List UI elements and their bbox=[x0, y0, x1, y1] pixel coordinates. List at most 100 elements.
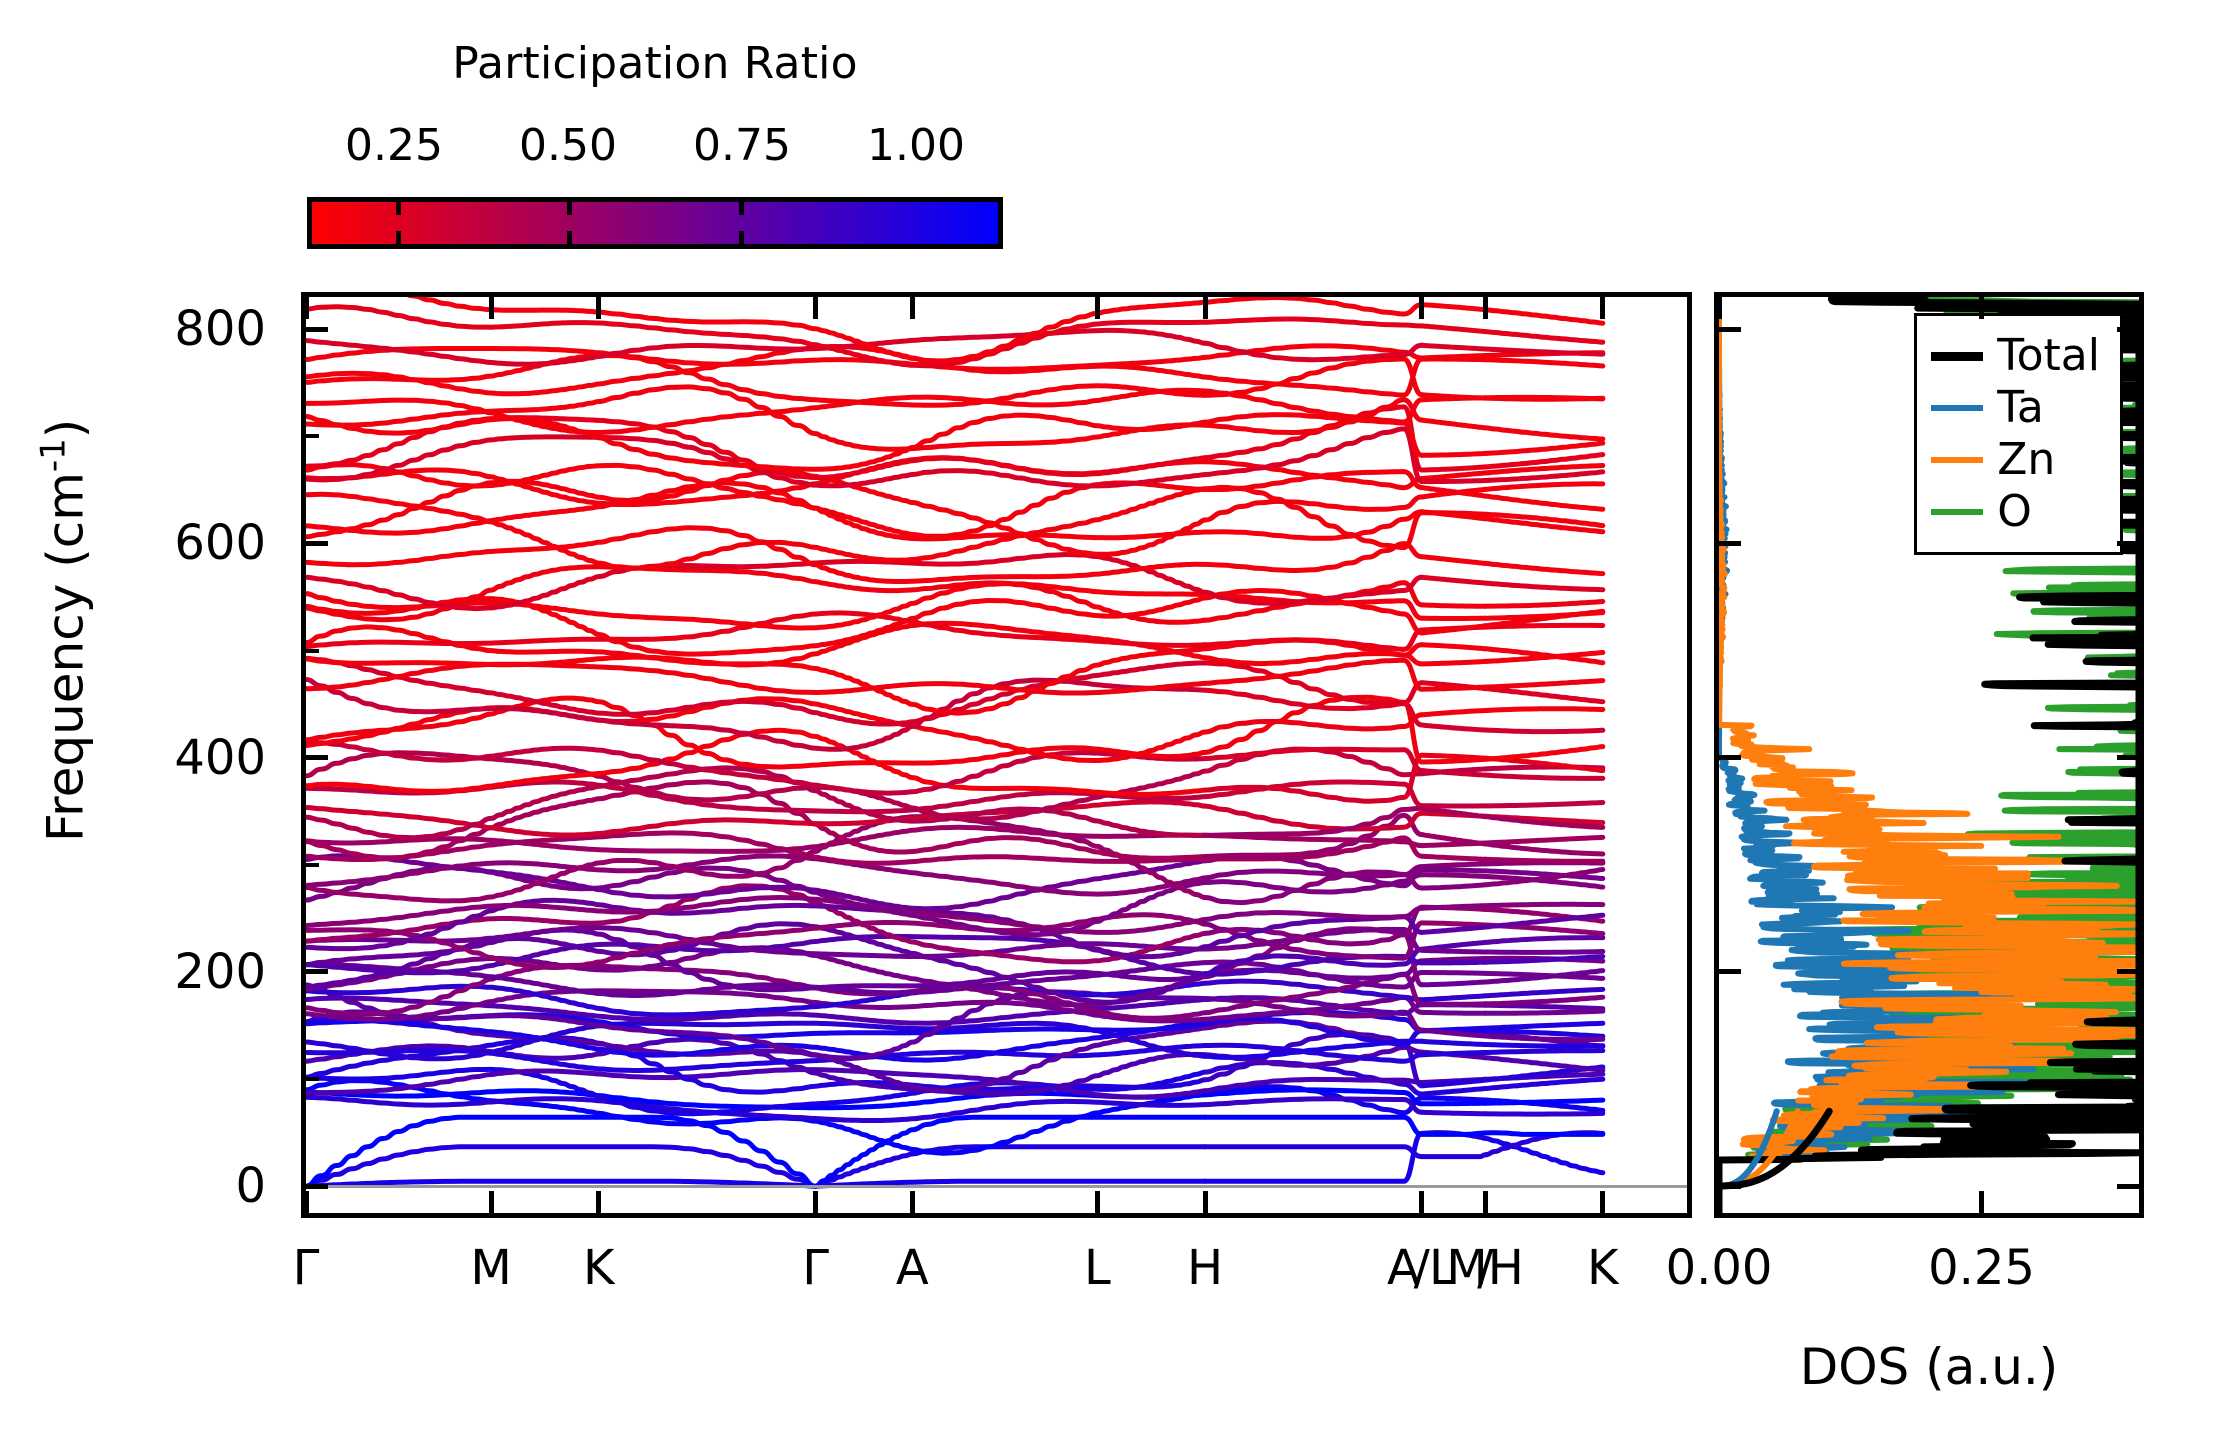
y-axis-tick-label: 200 bbox=[174, 943, 266, 1000]
phonon-branch bbox=[1202, 651, 1425, 667]
phonon-branch bbox=[1419, 722, 1488, 733]
phonon-branch bbox=[1419, 464, 1488, 473]
colorbar-title: Participation Ratio bbox=[452, 38, 858, 89]
phonon-branch bbox=[1419, 485, 1488, 499]
phonon-branch bbox=[306, 525, 1208, 584]
colorbar-tick bbox=[567, 231, 573, 244]
dos-plot-area: Total Ta Zn O bbox=[1714, 292, 2144, 1218]
phonon-branch bbox=[306, 813, 1208, 904]
phonon-branch bbox=[306, 581, 1208, 631]
phonon-branch bbox=[1202, 687, 1425, 728]
phonon-branch bbox=[1482, 935, 1606, 945]
colorbar-tick-labels: 0.25 0.50 0.75 1.00 bbox=[307, 120, 1003, 171]
dos-y-axis-tick bbox=[1719, 969, 1741, 975]
x-axis-tick bbox=[813, 297, 819, 319]
participation-ratio-colorbar bbox=[307, 197, 1003, 249]
phonon-branch bbox=[1202, 1087, 1425, 1107]
x-axis-tick bbox=[1600, 297, 1606, 319]
phonon-branch bbox=[1482, 1042, 1606, 1049]
phonon-branch bbox=[306, 1035, 1208, 1095]
phonon-branch bbox=[1482, 650, 1606, 664]
phonon-branch bbox=[306, 799, 1208, 838]
phonon-branch bbox=[1202, 1042, 1425, 1064]
dos-x-axis-tick-labels: 0.00 0.25 bbox=[1666, 1240, 2144, 1310]
y-axis-tick-label: 400 bbox=[174, 729, 266, 786]
phonon-branch bbox=[1202, 574, 1425, 606]
y-axis-minor-tick bbox=[306, 862, 319, 867]
x-axis-tick-label-5: L bbox=[1083, 1240, 1111, 1296]
x-axis-tick bbox=[1094, 297, 1100, 319]
phonon-branch bbox=[1202, 541, 1425, 573]
phonon-branch bbox=[1202, 509, 1425, 541]
legend-swatch-zn bbox=[1931, 457, 1984, 463]
phonon-branch bbox=[306, 677, 1208, 752]
dos-y-axis-tick bbox=[1719, 326, 1741, 332]
dos-y-axis-tick bbox=[1719, 540, 1741, 546]
dos-x-axis-title: DOS (a.u.) bbox=[1799, 1338, 2059, 1396]
phonon-branch bbox=[1202, 588, 1425, 636]
phonon-branch bbox=[1482, 727, 1606, 735]
phonon-branch bbox=[1419, 1050, 1488, 1058]
x-axis-tick-label-4: A bbox=[895, 1240, 929, 1296]
band-x-axis-tick-labels: Γ M K Γ A L H A / L M / H K bbox=[292, 1240, 1619, 1296]
x-axis-tick bbox=[596, 1191, 602, 1213]
phonon-branch bbox=[306, 346, 1208, 372]
phonon-branch bbox=[1482, 868, 1606, 881]
colorbar-tick-label: 0.25 bbox=[345, 120, 443, 171]
colorbar-tick bbox=[395, 202, 401, 215]
phonon-branch bbox=[1419, 574, 1488, 586]
phonon-branch bbox=[1202, 779, 1425, 809]
phonon-branch bbox=[1419, 602, 1488, 609]
y-axis-tick-label: 0 bbox=[235, 1158, 266, 1215]
phonon-branch bbox=[1482, 580, 1606, 593]
phonon-branch bbox=[306, 624, 1208, 716]
dos-onset-curve bbox=[1719, 1108, 1780, 1190]
phonon-branch bbox=[306, 412, 1208, 472]
phonon-branch bbox=[1482, 986, 1606, 999]
x-axis-tick bbox=[909, 1191, 915, 1213]
phonon-branch bbox=[1482, 968, 1606, 985]
colorbar-tick bbox=[738, 231, 744, 244]
phonon-branch bbox=[1482, 425, 1606, 442]
phonon-branch bbox=[1419, 323, 1488, 335]
phonon-branch bbox=[1202, 746, 1425, 778]
phonon-branch bbox=[1419, 1077, 1488, 1089]
x-axis-tick bbox=[909, 297, 915, 319]
colorbar-tick-label: 0.50 bbox=[519, 120, 617, 171]
dos-curve-zn bbox=[1719, 297, 2139, 1213]
phonon-branch bbox=[1419, 993, 1488, 1003]
phonon-branch bbox=[1482, 1048, 1606, 1055]
y-axis-tick-label: 600 bbox=[174, 515, 266, 572]
phonon-branch bbox=[1482, 706, 1606, 713]
phonon-branch bbox=[306, 304, 1208, 369]
x-axis-tick bbox=[1419, 1191, 1425, 1213]
phonon-branch bbox=[1202, 494, 1425, 523]
legend-label-o: O bbox=[1997, 486, 2032, 537]
phonon-branch bbox=[1482, 493, 1606, 512]
y-axis-tick-label: 800 bbox=[174, 301, 266, 358]
x-axis-tick bbox=[488, 297, 494, 319]
x-axis-tick bbox=[303, 1191, 309, 1213]
phonon-branch bbox=[1202, 869, 1425, 906]
phonon-branch bbox=[1419, 861, 1488, 870]
phonon-branch bbox=[1202, 627, 1425, 652]
phonon-branch bbox=[306, 853, 1208, 912]
legend-swatch-total bbox=[1931, 351, 1984, 361]
phonon-branch bbox=[1482, 1028, 1606, 1039]
phonon-branch bbox=[1482, 599, 1606, 609]
phonon-branch bbox=[1419, 1095, 1488, 1103]
phonon-branch bbox=[306, 925, 1208, 959]
phonon-branch bbox=[1419, 450, 1488, 458]
phonon-branch bbox=[1419, 947, 1488, 955]
phonon-branch bbox=[1482, 912, 1606, 930]
dos-y-axis-tick bbox=[2117, 1183, 2139, 1189]
phonon-branch bbox=[1482, 867, 1606, 888]
phonon-branch bbox=[1419, 924, 1488, 935]
x-axis-tick-label-1: M bbox=[470, 1240, 512, 1296]
phonon-branch bbox=[1482, 610, 1606, 621]
dos-x-axis-tick bbox=[1716, 1191, 1722, 1213]
y-axis-title-text: Frequency (cm bbox=[36, 472, 95, 842]
phonon-branch bbox=[1202, 397, 1425, 435]
dos-y-axis-tick bbox=[1719, 1183, 1741, 1189]
